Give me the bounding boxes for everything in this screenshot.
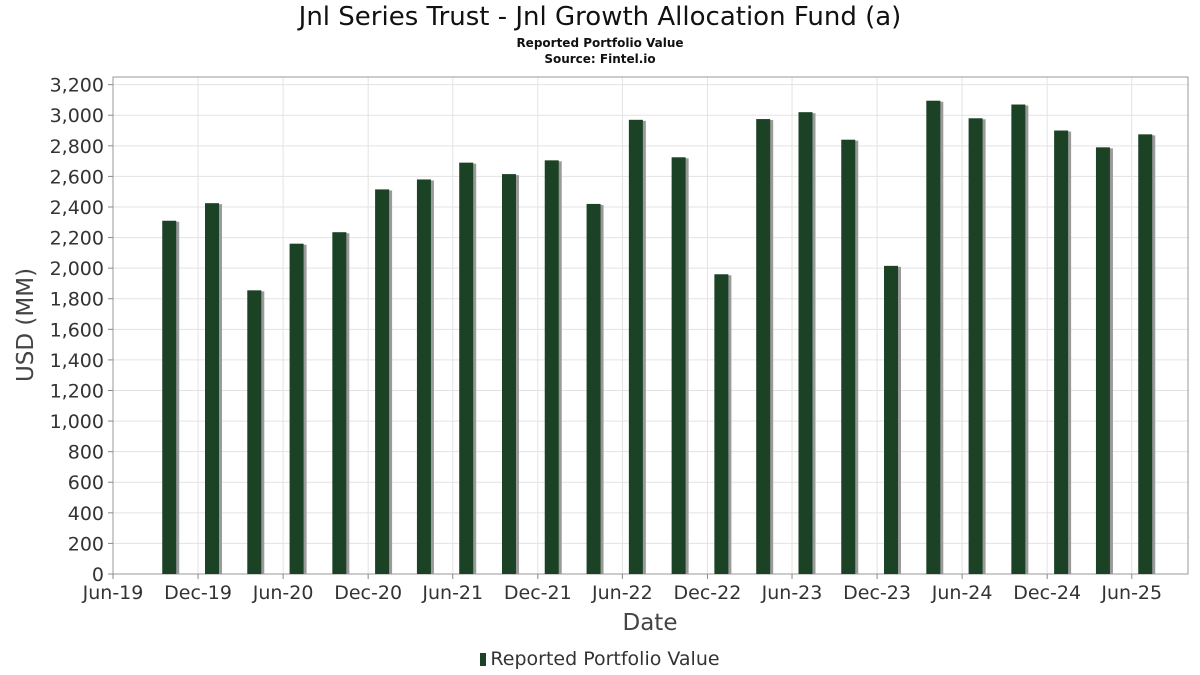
bar [714, 274, 729, 574]
y-tick-label: 3,200 [50, 75, 104, 97]
chart-source: Source: Fintel.io [544, 52, 656, 66]
x-axis-label: Date [623, 610, 678, 636]
legend: Reported Portfolio Value [0, 648, 1200, 670]
bar [247, 290, 262, 574]
y-tick-label: 600 [68, 472, 104, 494]
legend-swatch [480, 653, 487, 666]
y-tick-label: 0 [92, 564, 104, 586]
bar [501, 174, 516, 575]
bar [1138, 134, 1153, 574]
chart-subtitle: Reported Portfolio Value [516, 36, 684, 50]
bar [416, 179, 431, 574]
y-tick-label: 2,200 [50, 228, 104, 250]
bar [756, 119, 771, 575]
x-tick-label: Dec-23 [843, 582, 911, 604]
x-tick-label: Jun-20 [252, 582, 314, 604]
bar [162, 220, 177, 575]
y-tick-label: 1,000 [50, 411, 104, 433]
y-tick-label: 3,000 [50, 105, 104, 127]
plot-frame [112, 76, 1189, 575]
bar [628, 119, 643, 575]
x-tick-label: Dec-21 [504, 582, 572, 604]
x-tick-label: Dec-19 [164, 582, 232, 604]
bar [204, 203, 219, 574]
bar [926, 100, 941, 575]
bars [162, 100, 1156, 575]
x-tick-label: Dec-24 [1013, 582, 1081, 604]
bar [1095, 147, 1110, 575]
y-tick-label: 2,000 [50, 258, 104, 280]
x-tick-label: Dec-22 [674, 582, 742, 604]
x-tick-label: Jun-24 [931, 582, 993, 604]
y-tick-label: 2,800 [50, 136, 104, 158]
x-tick-label: Jun-23 [761, 582, 823, 604]
x-tick-label: Jun-21 [421, 582, 483, 604]
bar [544, 160, 559, 574]
bar [1054, 130, 1069, 574]
y-tick-label: 2,400 [50, 197, 104, 219]
chart-title: Jnl Series Trust - Jnl Growth Allocation… [298, 2, 902, 32]
y-tick-label: 1,200 [50, 380, 104, 402]
bar [375, 189, 390, 574]
bar [289, 243, 304, 574]
y-tick-label: 400 [68, 503, 104, 525]
bar [671, 157, 686, 575]
bar [1011, 104, 1026, 574]
y-axis-label: USD (MM) [13, 268, 39, 382]
bar [586, 203, 601, 574]
x-tick-label: Jun-22 [591, 582, 653, 604]
y-tick-label: 2,600 [50, 166, 104, 188]
y-tick-label: 1,600 [50, 319, 104, 341]
y-tick-label: 1,800 [50, 289, 104, 311]
y-tick-label: 200 [68, 533, 104, 555]
legend-label: Reported Portfolio Value [490, 648, 720, 670]
x-tick-label: Jun-19 [82, 582, 144, 604]
y-axis-ticks: 0 200 400 600 800 1,000 1,200 1,400 1,600 1,800 2,… [50, 75, 113, 586]
bar [841, 139, 856, 574]
y-tick-label: 1,400 [50, 350, 104, 372]
bar [332, 232, 347, 574]
x-tick-label: Dec-20 [334, 582, 402, 604]
bar [968, 118, 983, 574]
bar [459, 162, 474, 575]
bar [798, 112, 813, 575]
y-tick-label: 800 [68, 442, 104, 464]
x-axis-ticks: Jun-19 Dec-19 Jun-20 Dec-20 Jun-21 Dec-21 Jun-… [82, 574, 1162, 604]
bar [884, 265, 899, 574]
x-tick-label: Jun-25 [1100, 582, 1162, 604]
